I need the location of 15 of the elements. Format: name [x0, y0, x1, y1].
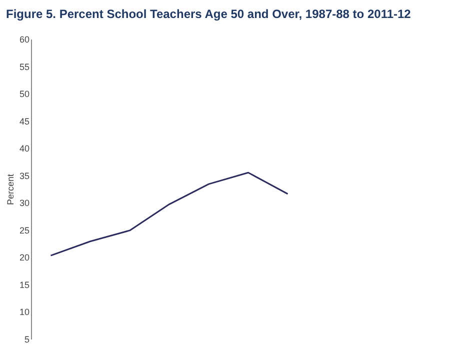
- y-tick-label: 50: [19, 89, 30, 100]
- line-series: [50, 172, 288, 256]
- y-tick-label: 15: [19, 280, 30, 290]
- y-tick-label: 25: [19, 225, 30, 236]
- y-tick-label: 5: [24, 334, 30, 344]
- y-tick-label: 45: [19, 116, 30, 126]
- y-tick-label: 40: [19, 144, 30, 154]
- y-tick-label: 55: [19, 62, 30, 72]
- y-tick-label: 35: [19, 170, 30, 181]
- y-tick-label: 60: [19, 34, 30, 44]
- y-tick-label: 10: [19, 307, 30, 318]
- chart-title: Figure 5. Percent School Teachers Age 50 and Over, 1987-88 to 2011-12: [6, 7, 412, 21]
- y-tick-label: 30: [19, 198, 30, 208]
- y-tick-label: 20: [19, 252, 30, 263]
- y-axis-title: Percent: [5, 174, 16, 206]
